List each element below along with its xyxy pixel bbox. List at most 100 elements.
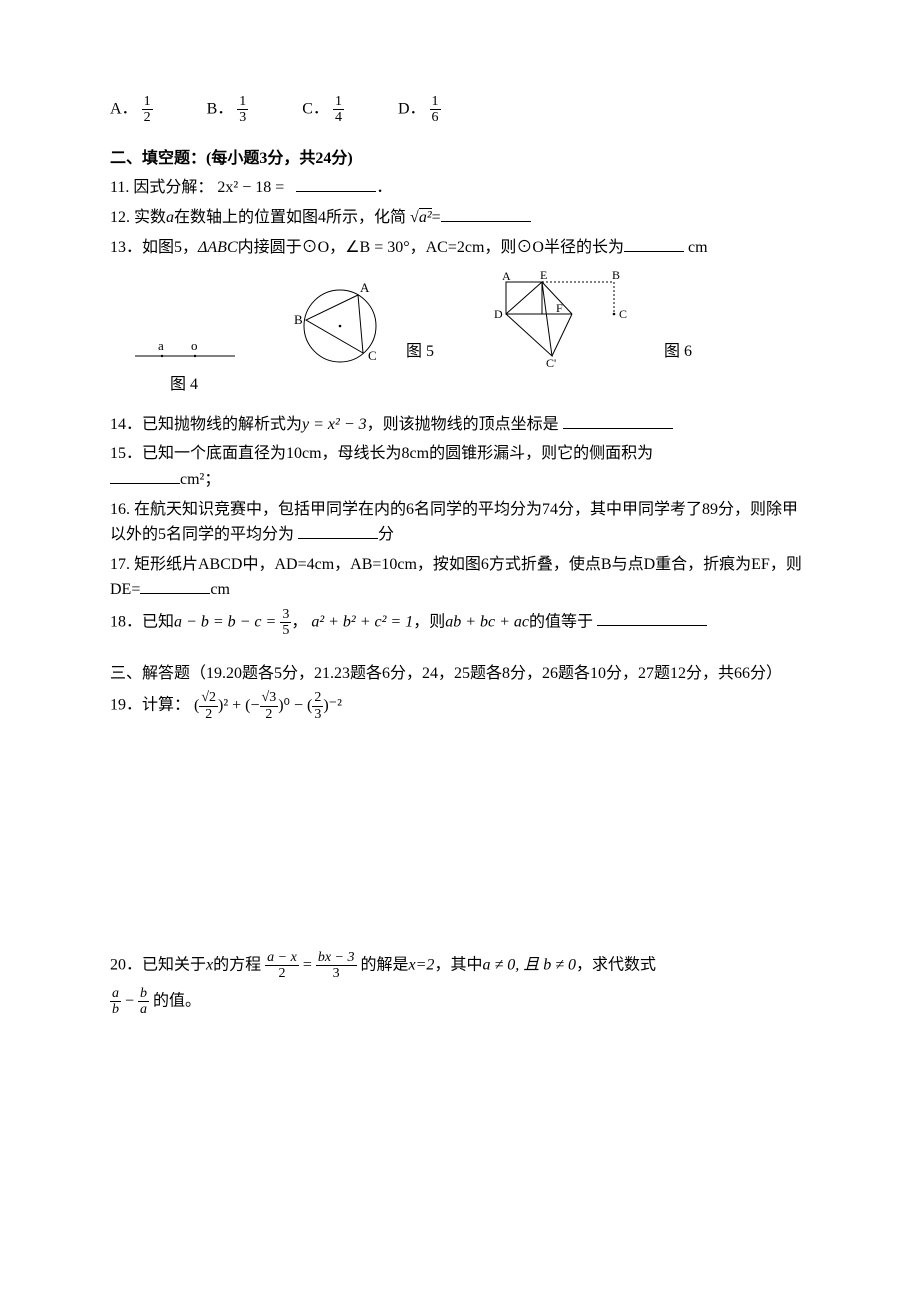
q14-b: ，则该抛物线的顶点坐标是 bbox=[367, 416, 559, 433]
q17-blank bbox=[140, 577, 210, 594]
q13-unit: cm bbox=[684, 239, 708, 256]
q12-b: 在数轴上的位置如图4所示，化简 bbox=[174, 209, 406, 226]
option-c-label: C． bbox=[302, 101, 329, 118]
q19: 19．计算： (√22)² + (−√32)⁰ − (23)⁻² bbox=[110, 690, 810, 722]
q11: 11. 因式分解： 2x² − 18 = ． bbox=[110, 175, 810, 201]
q18-a: 18．已知 bbox=[110, 613, 174, 630]
fig4-label: 图 4 bbox=[170, 372, 810, 398]
q13: 13．如图5，ΔABC内接圆于⊙O，∠B = 30°，AC=2cm，则⊙O半径的… bbox=[110, 235, 810, 261]
fig6-svg: A E B D F C C' bbox=[494, 268, 634, 368]
q12-blank bbox=[441, 205, 531, 222]
fig5-label: 图 5 bbox=[406, 339, 434, 369]
q11-text: 11. 因式分解： bbox=[110, 179, 213, 196]
fig5-B: B bbox=[294, 312, 303, 327]
fig4-a: a bbox=[158, 338, 164, 353]
q14-expr: y = x² − 3 bbox=[302, 416, 367, 433]
q13-blank bbox=[624, 235, 684, 252]
q13-c: ，AC=2cm，则⊙O半径的长为 bbox=[410, 239, 624, 256]
option-a-frac: 12 bbox=[142, 94, 153, 126]
figure-5: A B C bbox=[280, 278, 400, 368]
option-a-label: A． bbox=[110, 101, 138, 118]
option-b-frac: 13 bbox=[237, 94, 248, 126]
q12: 12. 实数a在数轴上的位置如图4所示，化简 √a²= bbox=[110, 205, 810, 231]
q19-expr: (√22)² + (−√32)⁰ − (23)⁻² bbox=[194, 697, 342, 714]
fig5-svg: A B C bbox=[280, 278, 400, 368]
fig6-F: F bbox=[556, 301, 563, 315]
figure-row: a o A B C 图 5 A E B D F C bbox=[110, 268, 810, 368]
fig4-svg: a o bbox=[130, 328, 240, 368]
option-d-frac: 16 bbox=[430, 94, 441, 126]
q20-e: ，求代数式 bbox=[576, 957, 656, 974]
section2-heading: 二、填空题：(每小题3分，共24分) bbox=[110, 146, 810, 172]
q20-end: 的值。 bbox=[153, 992, 201, 1009]
q16-blank bbox=[298, 522, 378, 539]
q12-a: 12. 实数 bbox=[110, 209, 166, 226]
q14-a: 14．已知抛物线的解析式为 bbox=[110, 416, 302, 433]
q20-b: 的方程 bbox=[213, 957, 261, 974]
q20-f2: bx − 33 bbox=[316, 950, 357, 982]
q14-blank bbox=[563, 412, 673, 429]
q18-e1: a − b = b − c = bbox=[174, 613, 276, 630]
fig6-B: B bbox=[612, 268, 620, 282]
q16: 16. 在航天知识竞赛中，包括甲同学在内的6名同学的平均分为74分，其中甲同学考… bbox=[110, 497, 810, 548]
option-d-label: D． bbox=[398, 101, 426, 118]
option-a: A． 12 bbox=[110, 94, 153, 126]
q20-f1: a − x2 bbox=[265, 950, 299, 982]
option-c: C． 14 bbox=[302, 94, 344, 126]
fig5-A: A bbox=[360, 280, 370, 295]
q18-e3: a² + b² + c² = 1 bbox=[311, 613, 413, 630]
q18-e4: ，则 bbox=[413, 613, 445, 630]
q11-expr: 2x² − 18 = bbox=[217, 179, 284, 196]
q13-a: 13．如图5， bbox=[110, 239, 198, 256]
q20-minus: − bbox=[125, 992, 134, 1009]
option-c-frac: 14 bbox=[333, 94, 344, 126]
fig5-C: C bbox=[368, 348, 377, 363]
q18-blank bbox=[597, 609, 707, 626]
q13-tri: ΔABC bbox=[198, 239, 238, 256]
fig6-Cp: C' bbox=[546, 356, 556, 368]
fig6-C: C bbox=[619, 307, 627, 321]
figure-6: A E B D F C C' bbox=[494, 268, 634, 368]
q11-blank bbox=[296, 175, 376, 192]
q18-e2: ， bbox=[291, 613, 307, 630]
q12-var: a bbox=[166, 209, 174, 226]
q19-a: 19．计算： bbox=[110, 697, 190, 714]
mc-options: A． 12 B． 13 C． 14 D． 16 bbox=[110, 94, 810, 126]
q16-a: 16. 在航天知识竞赛中，包括甲同学在内的6名同学的平均分为74分，其中甲同学考… bbox=[110, 501, 798, 544]
q20-line2: ab − ba 的值。 bbox=[110, 986, 810, 1018]
q12-eq: = bbox=[432, 209, 441, 226]
q15: 15．已知一个底面直径为10cm，母线长为8cm的圆锥形漏斗，则它的侧面积为 c… bbox=[110, 441, 810, 492]
q20-c: 的解是 bbox=[361, 957, 409, 974]
option-b-label: B． bbox=[207, 101, 234, 118]
q15-unit: cm²； bbox=[180, 471, 220, 488]
q17: 17. 矩形纸片ABCD中，AD=4cm，AB=10cm，按如图6方式折叠，使点… bbox=[110, 552, 810, 603]
q18-e6: 的值等于 bbox=[529, 613, 597, 630]
section3-heading: 三、解答题（19.20题各5分，21.23题各6分，24，25题各8分，26题各… bbox=[110, 661, 810, 687]
option-d: D． 16 bbox=[398, 94, 441, 126]
fig4-o: o bbox=[191, 338, 198, 353]
q17-unit: cm bbox=[210, 581, 230, 598]
q14: 14．已知抛物线的解析式为y = x² − 3，则该抛物线的顶点坐标是 bbox=[110, 412, 810, 438]
q16-unit: 分 bbox=[378, 526, 394, 543]
option-b: B． 13 bbox=[207, 94, 249, 126]
q11-dot: ． bbox=[376, 179, 392, 196]
q20-g1: ab bbox=[110, 986, 121, 1018]
q20-a: 20．已知关于 bbox=[110, 957, 206, 974]
q18-frac: 35 bbox=[280, 607, 291, 639]
fig6-E: E bbox=[540, 268, 547, 282]
fig6-label: 图 6 bbox=[664, 339, 692, 369]
q15-a: 15．已知一个底面直径为10cm，母线长为8cm的圆锥形漏斗，则它的侧面积为 bbox=[110, 445, 653, 462]
q20-cond: a ≠ 0, 且 b ≠ 0 bbox=[482, 957, 576, 974]
figure-4: a o bbox=[130, 328, 240, 368]
q20-eq: = bbox=[303, 957, 312, 974]
fig6-A: A bbox=[502, 269, 511, 283]
q20: 20．已知关于x的方程 a − x2 = bx − 33 的解是x=2，其中a … bbox=[110, 950, 810, 982]
q18: 18．已知a − b = b − c = 35， a² + b² + c² = … bbox=[110, 607, 810, 639]
q13-b: 内接圆于⊙O， bbox=[238, 239, 346, 256]
q20-sol: x=2 bbox=[409, 957, 435, 974]
q15-blank bbox=[110, 467, 180, 484]
q18-e5: ab + bc + ac bbox=[445, 613, 529, 630]
q20-g2: ba bbox=[138, 986, 149, 1018]
fig6-D: D bbox=[494, 307, 503, 321]
q20-d: ，其中 bbox=[434, 957, 482, 974]
